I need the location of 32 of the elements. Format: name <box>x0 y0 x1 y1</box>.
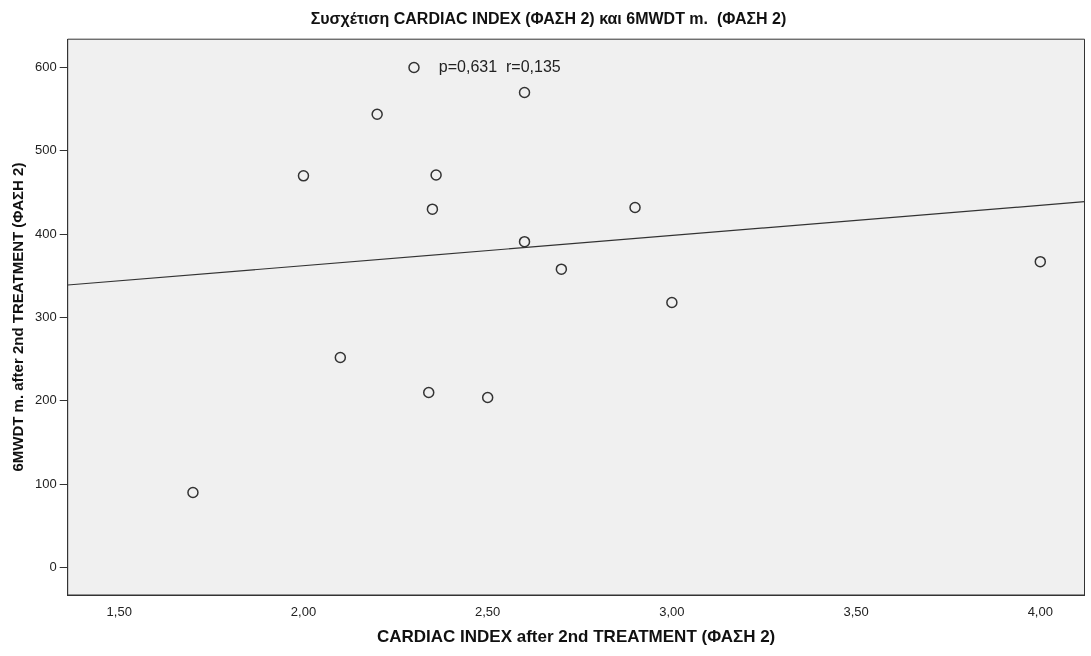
point <box>430 169 442 181</box>
point <box>187 486 199 499</box>
y-axis-title: 6MWDT m. after 2nd TREATMENT (ΦΑΣΗ 2) <box>9 162 27 472</box>
y-tick-label: 100 <box>34 475 57 491</box>
point <box>371 108 383 120</box>
y-tick-label: 300 <box>34 309 57 325</box>
y-tick-label: 200 <box>34 392 57 408</box>
point <box>518 235 531 248</box>
x-tick-label: 2,00 <box>290 604 317 620</box>
y-tick-label: 0 <box>49 559 57 575</box>
annotation: p=0,631 r=0,135 <box>438 57 561 75</box>
x-axis-title: CARDIAC INDEX after 2nd TREATMENT (ΦΑΣΗ 2) <box>376 627 776 647</box>
y-tick-label: 500 <box>34 142 57 158</box>
y-tick-label: 600 <box>34 59 57 75</box>
point <box>481 391 494 404</box>
point <box>555 263 568 275</box>
point <box>297 170 310 182</box>
x-tick-label: 1,50 <box>106 604 132 620</box>
point <box>422 386 435 399</box>
x-tick-label: 3,50 <box>843 604 869 620</box>
x-tick-label: 3,00 <box>659 604 685 620</box>
point <box>334 351 347 364</box>
y-tick-label: 400 <box>34 225 57 241</box>
point <box>426 203 439 215</box>
x-tick-label: 4,00 <box>1027 604 1053 620</box>
point <box>629 201 641 214</box>
point <box>408 61 420 74</box>
chart-title: Συσχέτιση CARDIAC INDEX (ΦΑΣΗ 2) και 6MWDT m. (ΦΑΣΗ 2) <box>310 10 787 28</box>
point <box>666 296 678 309</box>
x-tick-label: 2,50 <box>475 604 501 620</box>
point <box>1034 255 1047 268</box>
point <box>518 86 531 99</box>
